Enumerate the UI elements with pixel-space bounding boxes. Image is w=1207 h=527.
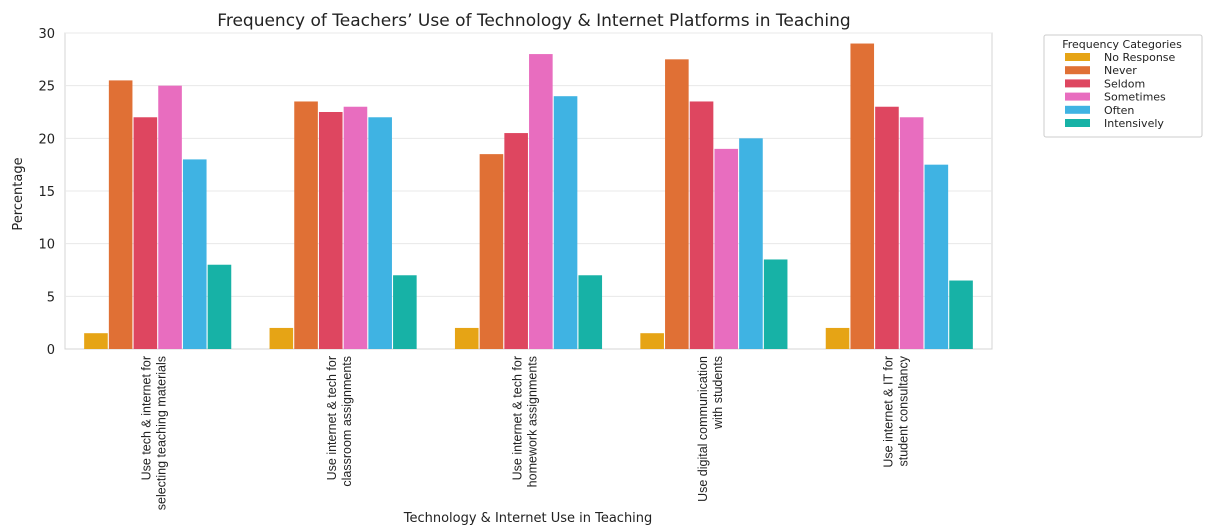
bar-sometimes (529, 54, 553, 349)
bar-seldom (689, 101, 714, 349)
y-tick-label: 30 (38, 27, 55, 42)
x-axis-title: Technology & Internet Use in Teaching (403, 511, 653, 526)
bar-often (924, 164, 949, 349)
legend-swatch (1065, 79, 1090, 88)
bar-no-response (454, 327, 479, 349)
bar-no-response (825, 327, 850, 349)
bar-sometimes (899, 117, 924, 350)
bar-often (368, 117, 392, 350)
bar-seldom (504, 133, 528, 349)
legend-entry: Sometimes (1104, 91, 1166, 104)
x-tick-label: Use internet & tech forclassroom assignm… (325, 356, 354, 487)
bar-seldom (318, 112, 343, 349)
legend-swatch (1065, 119, 1090, 127)
bar-no-response (84, 333, 108, 349)
bar-intensively (207, 264, 232, 349)
x-tick-label: Use digital communicationwith students (696, 356, 725, 502)
legend-swatch (1065, 105, 1090, 114)
chart-title: Frequency of Teachers’ Use of Technology… (217, 11, 850, 31)
x-tick-label: Use internet & tech forhomework assignme… (511, 356, 540, 487)
bar-never (108, 80, 133, 350)
bar-often (182, 159, 207, 349)
y-tick-label: 10 (38, 238, 55, 253)
legend-title: Frequency Categories (1062, 38, 1182, 51)
y-tick-label: 15 (38, 185, 55, 200)
bar-sometimes (343, 106, 368, 349)
legend-entry: Often (1104, 104, 1134, 117)
bar-sometimes (714, 148, 739, 349)
bar-often (553, 96, 578, 349)
legend-entry: Seldom (1104, 77, 1145, 90)
bar-never (850, 43, 875, 349)
legend-swatch (1065, 66, 1090, 75)
plot-area: 0 5 10 15 20 25 30 Use tech & internet forselec… (38, 27, 993, 510)
bar-intensively (763, 259, 788, 349)
legend-swatch (1065, 53, 1090, 61)
y-axis-title: Percentage (11, 157, 26, 230)
legend-entry: Intensively (1104, 117, 1164, 130)
bar-intensively (949, 280, 973, 349)
x-tick-label: Use internet & IT forstudent consultancy (881, 355, 910, 467)
y-tick-label: 0 (47, 343, 55, 358)
legend-entry: Never (1104, 64, 1137, 77)
bar-never (479, 154, 504, 349)
bar-intensively (393, 275, 417, 349)
bar-intensively (578, 275, 603, 349)
y-tick-label: 5 (47, 290, 55, 305)
legend: Frequency Categories No ResponseNeverSel… (1043, 34, 1203, 138)
x-tick-label: Use tech & internet forselecting teachin… (140, 356, 169, 510)
bar-seldom (133, 117, 158, 350)
y-tick-label: 20 (38, 132, 55, 147)
legend-swatch (1065, 92, 1090, 101)
bar-seldom (875, 106, 899, 349)
bar-sometimes (158, 85, 182, 350)
bar-no-response (640, 333, 664, 349)
bar-often (739, 138, 763, 349)
bar-never (294, 101, 318, 349)
bar-no-response (269, 327, 294, 349)
bar-never (665, 59, 689, 349)
y-tick-label: 25 (38, 80, 55, 95)
legend-entry: No Response (1104, 51, 1176, 64)
